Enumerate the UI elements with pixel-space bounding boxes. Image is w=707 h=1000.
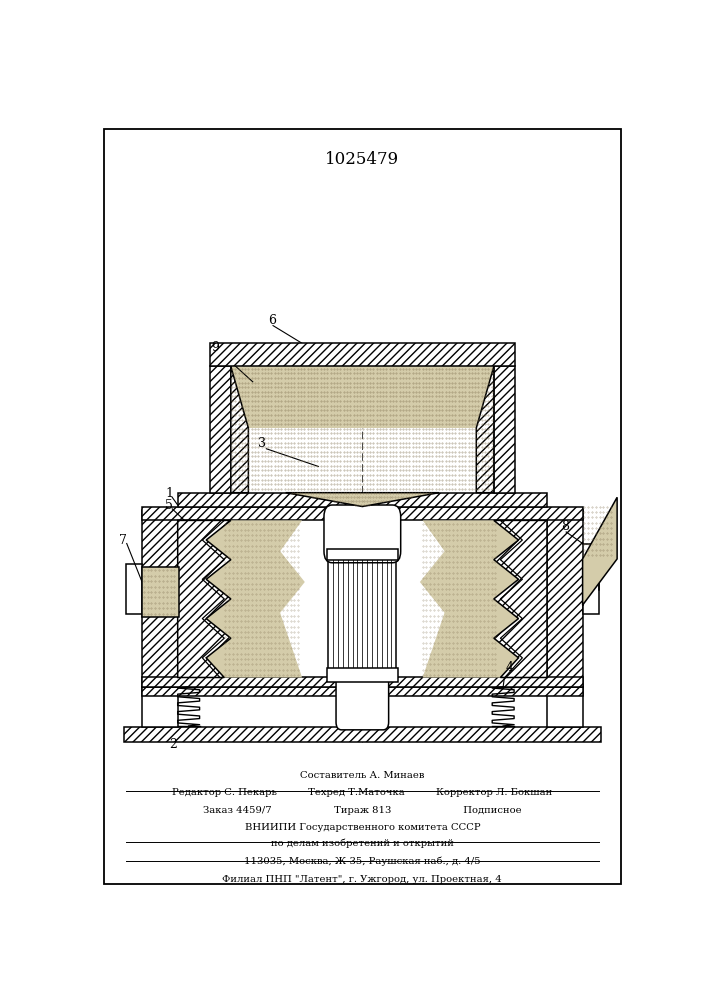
Polygon shape bbox=[206, 520, 305, 677]
Polygon shape bbox=[583, 497, 617, 605]
Text: 113035, Москва, Ж-35, Раушская наб., д. 4/5: 113035, Москва, Ж-35, Раушская наб., д. … bbox=[244, 857, 481, 866]
Text: 7: 7 bbox=[119, 534, 127, 546]
Bar bbox=[142, 687, 583, 696]
Bar bbox=[327, 549, 398, 560]
Polygon shape bbox=[494, 366, 515, 493]
Text: 1: 1 bbox=[165, 487, 173, 500]
Bar bbox=[142, 677, 583, 687]
Text: ВНИИПИ Государственного комитета СССР: ВНИИПИ Государственного комитета СССР bbox=[245, 823, 480, 832]
Bar bbox=[210, 343, 515, 366]
Polygon shape bbox=[231, 366, 248, 493]
Bar bbox=[547, 510, 583, 687]
Polygon shape bbox=[210, 366, 231, 493]
Bar bbox=[142, 567, 179, 617]
Polygon shape bbox=[231, 366, 494, 493]
FancyBboxPatch shape bbox=[336, 672, 389, 730]
Bar bbox=[124, 727, 601, 742]
Polygon shape bbox=[477, 366, 494, 493]
Text: 3: 3 bbox=[258, 437, 267, 450]
FancyBboxPatch shape bbox=[324, 505, 401, 563]
Bar bbox=[583, 564, 599, 614]
Polygon shape bbox=[420, 520, 518, 677]
Text: 9: 9 bbox=[211, 341, 220, 354]
Text: 2: 2 bbox=[170, 738, 177, 751]
Bar bbox=[547, 687, 583, 727]
Bar bbox=[142, 687, 177, 727]
Text: 1025479: 1025479 bbox=[325, 151, 399, 168]
Polygon shape bbox=[286, 493, 439, 507]
Text: 5: 5 bbox=[165, 499, 173, 512]
Text: Редактор С. Пекарь          Техред Т.Маточка          Корректор Л. Бокшан: Редактор С. Пекарь Техред Т.Маточка Корр… bbox=[173, 788, 552, 797]
Text: Заказ 4459/7                    Тираж 813                       Подписное: Заказ 4459/7 Тираж 813 Подписное bbox=[203, 806, 522, 815]
Text: Составитель А. Минаев: Составитель А. Минаев bbox=[300, 771, 424, 780]
Polygon shape bbox=[177, 520, 231, 677]
Bar bbox=[142, 507, 583, 520]
Text: Филиал ПНП "Латент", г. Ужгород, ул. Проектная, 4: Филиал ПНП "Латент", г. Ужгород, ул. Про… bbox=[223, 875, 502, 884]
Polygon shape bbox=[494, 520, 547, 677]
Text: 6: 6 bbox=[268, 314, 276, 327]
Text: по делам изобретений и открытий: по делам изобретений и открытий bbox=[271, 838, 454, 848]
Bar bbox=[126, 564, 142, 614]
Bar bbox=[328, 558, 397, 670]
Text: 8: 8 bbox=[561, 520, 568, 533]
Text: 4: 4 bbox=[506, 661, 514, 674]
Bar bbox=[327, 668, 398, 682]
Bar bbox=[177, 493, 547, 507]
Bar bbox=[142, 510, 177, 687]
